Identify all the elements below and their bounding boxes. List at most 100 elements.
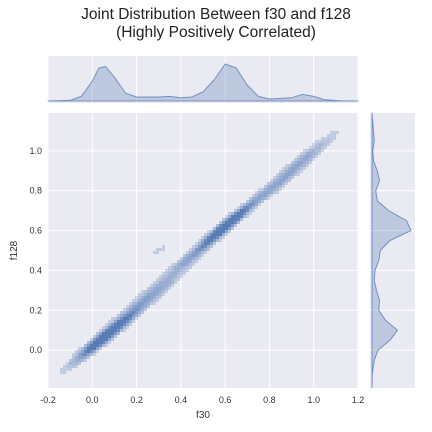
kde-density-cell <box>135 314 138 317</box>
kde-density-cell <box>228 212 231 215</box>
kde-density-cell <box>177 278 180 281</box>
kde-density-cell <box>147 290 150 293</box>
kde-density-cell <box>204 236 207 239</box>
kde-density-cell <box>174 266 177 269</box>
kde-density-cell <box>144 305 147 308</box>
kde-density-cell <box>282 176 285 179</box>
kde-density-cell <box>231 212 234 215</box>
kde-density-cell <box>276 188 279 191</box>
kde-density-cell <box>216 227 219 230</box>
kde-density-cell <box>63 368 66 371</box>
kde-density-cell <box>282 173 285 176</box>
kde-density-cell <box>192 254 195 257</box>
kde-density-cell <box>108 323 111 326</box>
kde-density-cell <box>81 359 84 362</box>
kde-density-cell <box>213 227 216 230</box>
kde-density-cell <box>120 320 123 323</box>
kde-density-cell <box>87 350 90 353</box>
kde-density-cell <box>180 266 183 269</box>
kde-density-cell <box>264 185 267 188</box>
kde-density-cell <box>270 182 273 185</box>
kde-density-cell <box>138 293 141 296</box>
kde-density-cell <box>264 194 267 197</box>
kde-density-cell <box>150 290 153 293</box>
kde-density-cell <box>66 368 69 371</box>
kde-density-cell <box>330 134 333 137</box>
kde-density-cell <box>201 242 204 245</box>
kde-density-cell <box>213 239 216 242</box>
kde-density-cell <box>327 137 330 140</box>
kde-density-cell <box>291 161 294 164</box>
kde-density-cell <box>198 254 201 257</box>
y-tick-label: 0.4 <box>29 265 42 275</box>
kde-density-cell <box>267 194 270 197</box>
kde-density-cell <box>237 206 240 209</box>
x-tick-label: 0.6 <box>219 395 232 405</box>
kde-density-cell <box>138 308 141 311</box>
kde-density-cell <box>267 191 270 194</box>
kde-density-cell <box>153 293 156 296</box>
y-tick-label: 0.0 <box>29 345 42 355</box>
kde-density-cell <box>306 152 309 155</box>
kde-density-cell <box>132 311 135 314</box>
kde-density-cell <box>132 320 135 323</box>
kde-density-cell <box>234 215 237 218</box>
kde-density-cell <box>132 299 135 302</box>
kde-density-cell <box>273 185 276 188</box>
y-axis-label: f128 <box>9 240 20 260</box>
kde-density-cell <box>102 344 105 347</box>
kde-density-cell <box>150 287 153 290</box>
kde-density-cell <box>126 323 129 326</box>
kde-density-cell <box>315 149 318 152</box>
kde-density-cell <box>84 356 87 359</box>
kde-density-cell <box>114 320 117 323</box>
kde-density-cell <box>108 320 111 323</box>
kde-density-cell <box>108 326 111 329</box>
kde-density-cell <box>288 167 291 170</box>
kde-density-cell <box>117 317 120 320</box>
kde-density-cell <box>219 227 222 230</box>
kde-density-cell <box>234 224 237 227</box>
kde-density-cell <box>105 341 108 344</box>
kde-density-cell <box>222 218 225 221</box>
y-tick-label: 0.6 <box>29 226 42 236</box>
kde-density-cell <box>174 272 177 275</box>
kde-density-cell <box>120 329 123 332</box>
kde-density-cell <box>261 197 264 200</box>
kde-density-cell <box>270 185 273 188</box>
kde-density-cell <box>264 197 267 200</box>
kde-density-cell <box>117 314 120 317</box>
kde-density-cell <box>309 161 312 164</box>
kde-density-cell <box>90 344 93 347</box>
kde-density-cell <box>96 350 99 353</box>
kde-density-cell <box>159 290 162 293</box>
y-tick-label: 0.8 <box>29 186 42 196</box>
kde-density-cell <box>162 278 165 281</box>
kde-density-cell <box>165 275 168 278</box>
kde-density-cell <box>255 191 258 194</box>
kde-density-cell <box>327 143 330 146</box>
kde-density-cell <box>312 149 315 152</box>
kde-density-cell <box>153 251 156 254</box>
kde-density-cell <box>315 140 318 143</box>
kde-density-cell <box>165 284 168 287</box>
kde-density-cell <box>162 287 165 290</box>
kde-density-cell <box>300 155 303 158</box>
kde-density-cell <box>318 140 321 143</box>
kde-density-cell <box>141 308 144 311</box>
kde-density-cell <box>225 227 228 230</box>
kde-density-cell <box>96 341 99 344</box>
kde-density-cell <box>300 167 303 170</box>
kde-density-cell <box>252 200 255 203</box>
kde-density-cell <box>138 299 141 302</box>
kde-density-cell <box>261 194 264 197</box>
kde-density-cell <box>123 329 126 332</box>
kde-density-cell <box>282 167 285 170</box>
kde-density-cell <box>222 221 225 224</box>
kde-density-cell <box>120 323 123 326</box>
kde-density-cell <box>102 335 105 338</box>
kde-density-cell <box>183 257 186 260</box>
kde-density-cell <box>84 353 87 356</box>
kde-density-cell <box>108 341 111 344</box>
